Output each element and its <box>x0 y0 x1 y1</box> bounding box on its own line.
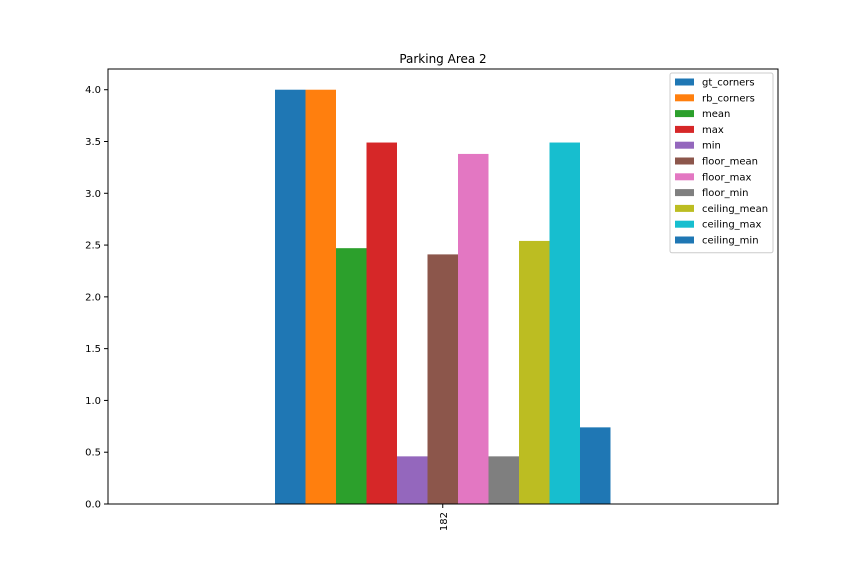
y-tick-label: 3.5 <box>85 137 101 148</box>
bar-ceiling-mean <box>519 240 550 504</box>
legend-swatch <box>675 78 694 86</box>
y-tick-label: 4.0 <box>85 85 101 96</box>
bar-floor-max <box>458 153 489 504</box>
y-axis: 0.0 0.5 1.0 1.5 2.0 2.5 3.0 3.5 4.0 <box>85 85 108 511</box>
legend-swatch <box>675 204 694 212</box>
legend-label: floor_mean <box>702 157 758 168</box>
x-axis: 182 <box>439 504 450 531</box>
legend-swatch <box>675 94 694 102</box>
x-tick-label: 182 <box>439 512 450 531</box>
legend-swatch <box>675 125 694 133</box>
legend-label: ceiling_min <box>702 236 759 247</box>
legend-swatch <box>675 220 694 228</box>
legend-label: gt_corners <box>702 78 755 89</box>
bar-ceiling-max <box>549 142 580 505</box>
bar-min <box>397 456 428 504</box>
legend-label: min <box>702 141 721 152</box>
legend-swatch <box>675 141 694 149</box>
legend-swatch <box>675 110 694 118</box>
y-tick-label: 3.0 <box>85 189 101 200</box>
y-tick-label: 1.5 <box>85 344 101 355</box>
legend-label: max <box>702 125 724 136</box>
bar-floor-min <box>488 456 519 504</box>
y-tick-label: 2.5 <box>85 241 101 252</box>
bar-ceiling-min <box>580 427 611 504</box>
legend-label: ceiling_max <box>702 220 762 231</box>
bar-rb-corners <box>305 89 336 504</box>
bar-gt-corners <box>275 89 306 504</box>
bar-max <box>366 142 397 505</box>
y-tick-label: 1.0 <box>85 396 101 407</box>
legend-label: floor_min <box>702 188 749 199</box>
bar-floor-mean <box>427 254 458 504</box>
bar-mean <box>336 248 367 504</box>
legend-label: mean <box>702 109 730 120</box>
bars-group <box>275 89 611 505</box>
y-tick-label: 0.0 <box>85 500 101 511</box>
legend-box <box>669 72 774 254</box>
y-tick-label: 0.5 <box>85 448 101 459</box>
legend-label: rb_corners <box>702 93 755 104</box>
legend-swatch <box>675 173 694 181</box>
legend-label: floor_max <box>702 172 752 183</box>
legend-swatch <box>675 189 694 197</box>
chart-title: Parking Area 2 <box>399 52 486 66</box>
legend-swatch <box>675 236 694 244</box>
legend-swatch <box>675 157 694 165</box>
legend-label: ceiling_mean <box>702 204 768 215</box>
plot-frame <box>107 68 779 505</box>
y-tick-label: 2.0 <box>85 292 101 303</box>
